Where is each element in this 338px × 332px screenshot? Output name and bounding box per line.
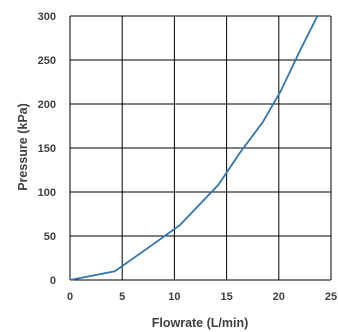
y-axis-title: Pressure (kPa): [16, 103, 30, 191]
y-tick-label: 150: [38, 143, 56, 155]
y-tick-label: 300: [38, 11, 56, 23]
series-line: [69, 15, 319, 281]
x-tick-label: 20: [273, 291, 285, 303]
x-axis-title: Flowrate (L/min): [152, 316, 249, 330]
x-tick-label: 0: [67, 291, 73, 303]
y-tick-label: 100: [38, 187, 56, 199]
grid: [69, 15, 332, 281]
x-tick-label: 10: [168, 291, 180, 303]
y-tick-label: 50: [44, 231, 56, 243]
x-tick-label: 25: [325, 291, 337, 303]
x-tick-label: 5: [119, 291, 125, 303]
series-layer: [69, 15, 319, 281]
y-tick-label: 200: [38, 99, 56, 111]
y-tick-label: 0: [50, 275, 56, 287]
x-tick-label: 15: [220, 291, 232, 303]
y-tick-label: 250: [38, 55, 56, 67]
